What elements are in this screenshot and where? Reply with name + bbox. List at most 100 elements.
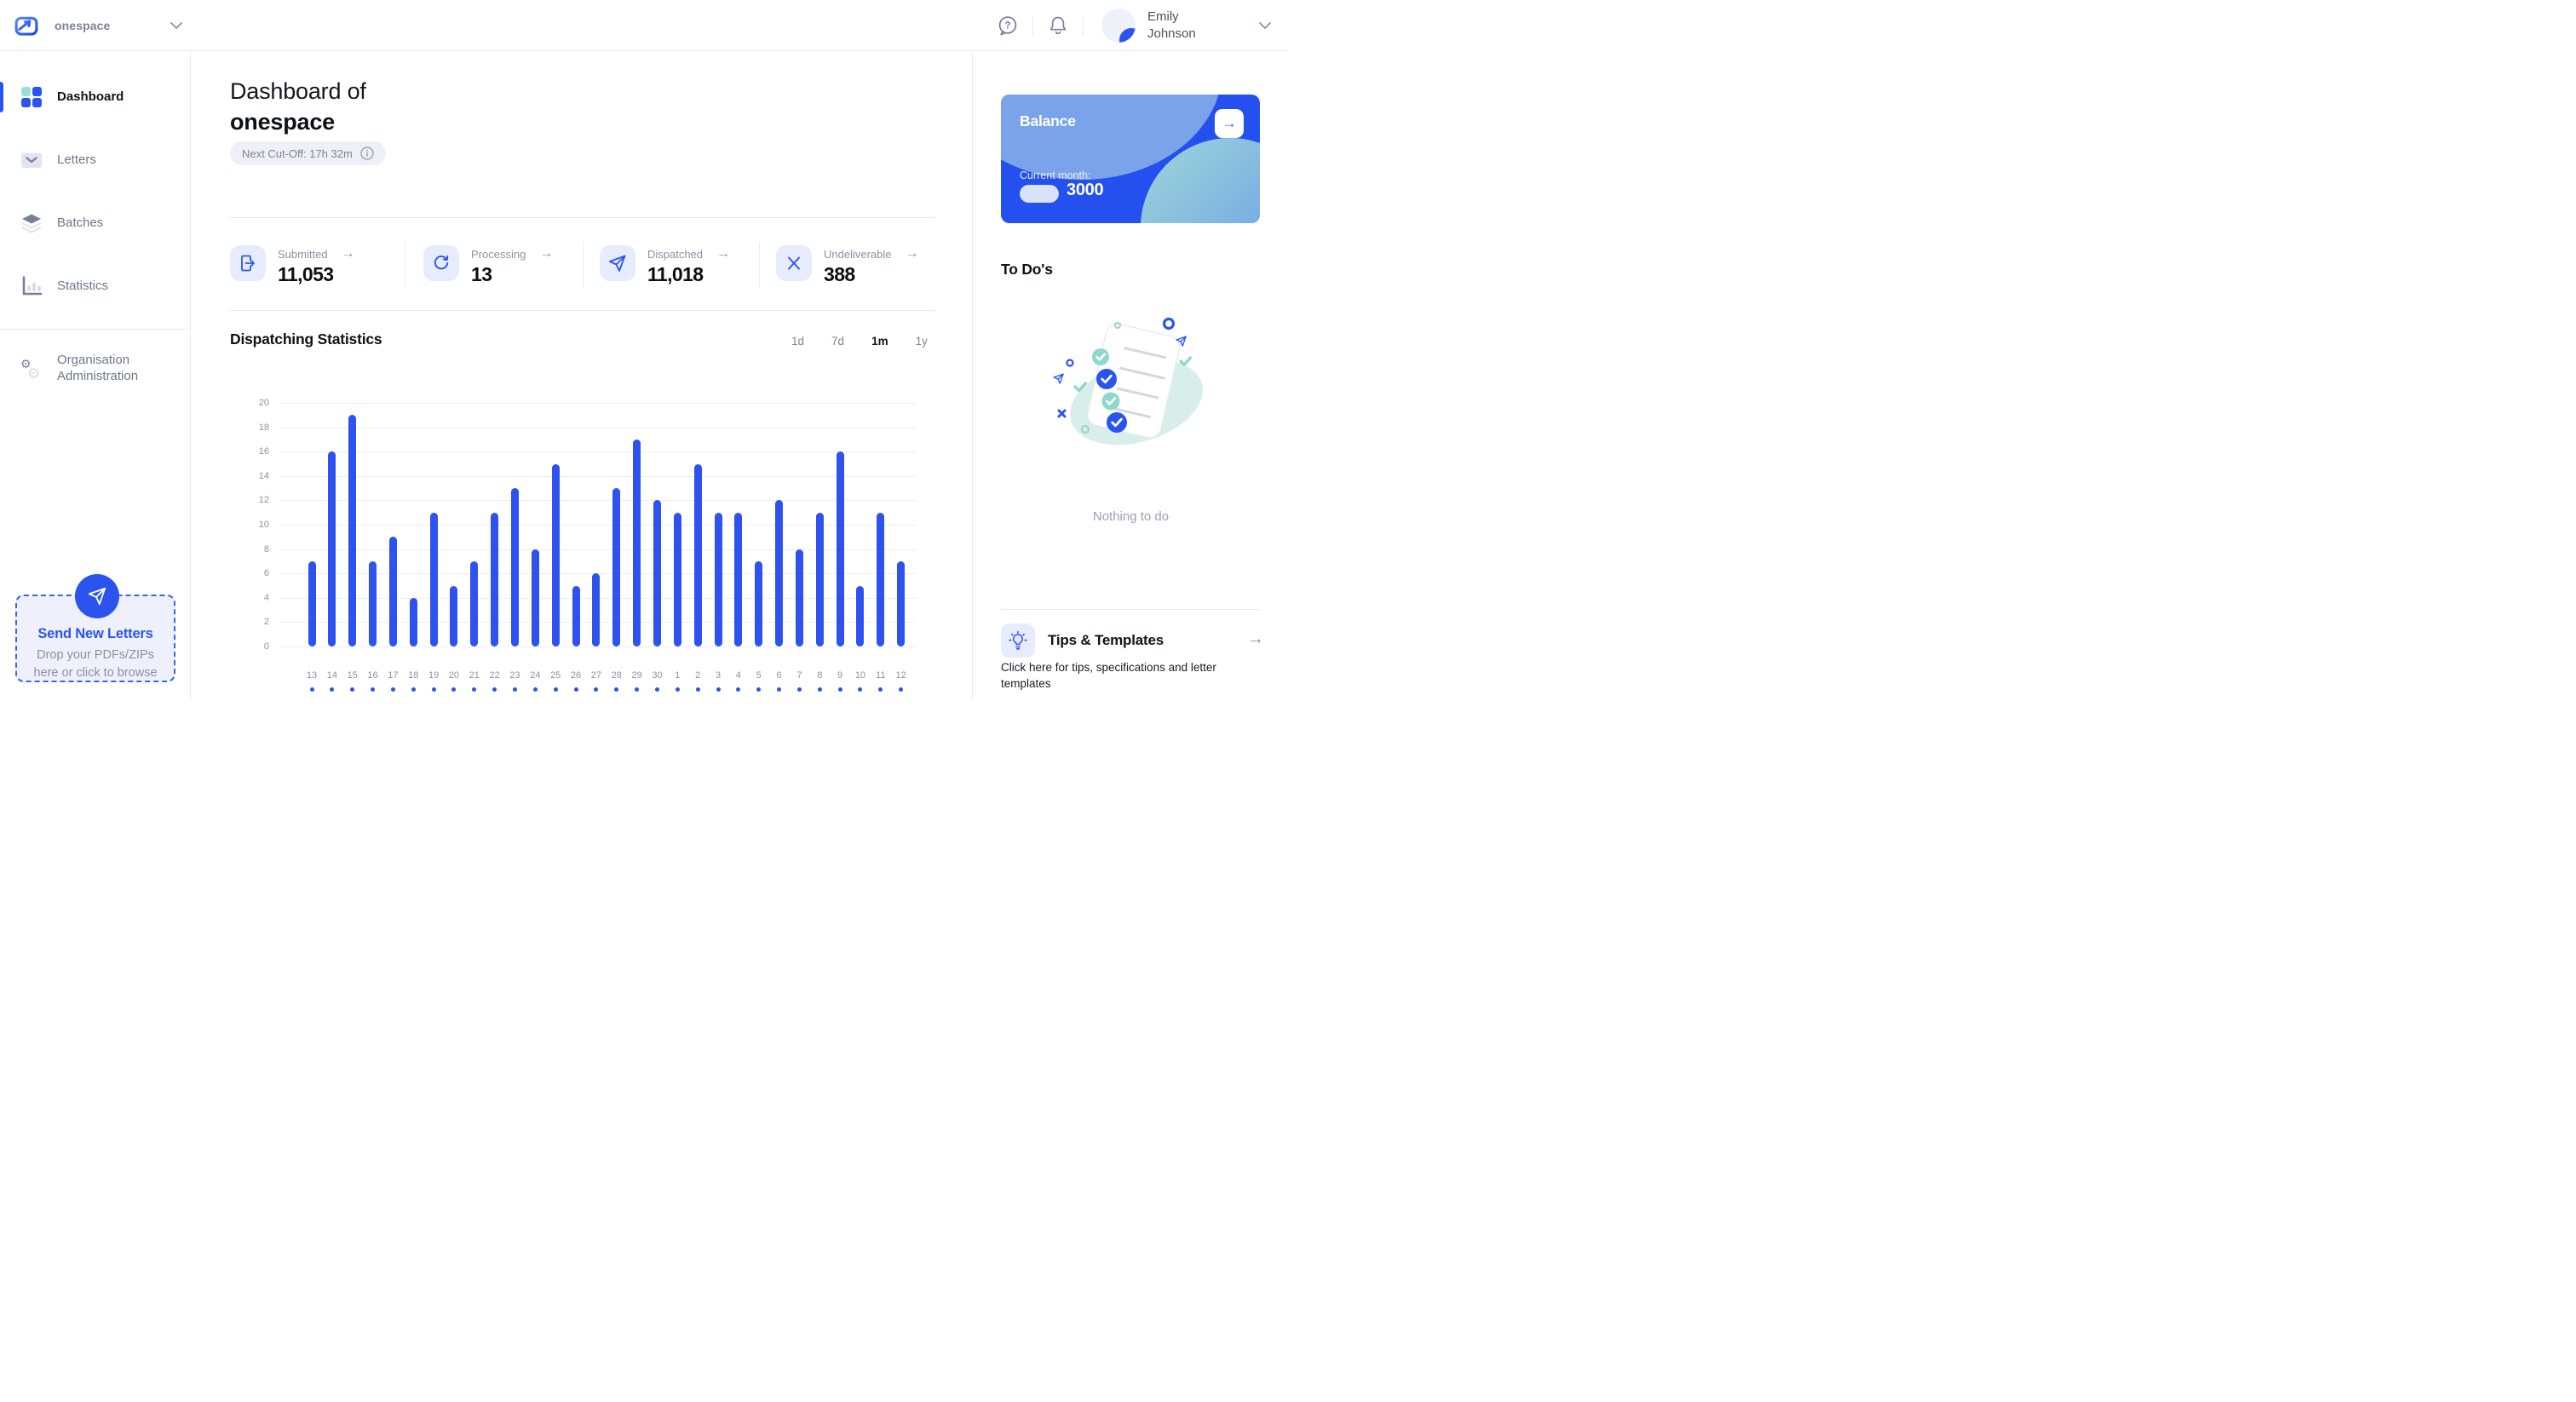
range-button-1m[interactable]: 1m — [871, 335, 888, 348]
sidebar-item-batches[interactable]: Batches — [0, 203, 190, 244]
chart-gridline — [279, 549, 916, 550]
range-button-1y[interactable]: 1y — [915, 335, 928, 348]
x-axis-dot[interactable] — [330, 687, 335, 692]
x-axis-dot[interactable] — [858, 687, 863, 692]
stat-submitted[interactable]: Submitted → 11,053 — [230, 245, 355, 286]
send-letters-dropzone[interactable]: Send New Letters Drop your PDFs/ZIPs her… — [15, 574, 175, 682]
x-axis-dot[interactable] — [411, 687, 416, 692]
stat-processing[interactable]: Processing → 13 — [423, 245, 553, 286]
stat-arrow-icon[interactable]: → — [905, 246, 919, 261]
x-axis-label: 27 — [590, 670, 602, 681]
sidebar-item-organisation-administration[interactable]: ⚙ ⚙ Organisation Administration — [0, 344, 190, 392]
balance-card[interactable]: Balance → Current month: 3000 — [1001, 95, 1260, 223]
x-axis-label: 25 — [550, 670, 561, 681]
x-mark-icon — [788, 256, 800, 270]
tips-title[interactable]: Tips & Templates — [1048, 632, 1164, 648]
stat-arrow-icon[interactable]: → — [539, 246, 554, 261]
x-axis-dot[interactable] — [594, 687, 599, 692]
chart-bar — [511, 488, 519, 646]
x-axis-dot[interactable] — [899, 687, 904, 692]
stat-icon-box — [776, 245, 812, 281]
stat-dispatched[interactable]: Dispatched → 11,018 — [600, 245, 730, 286]
x-axis-dot[interactable] — [451, 687, 457, 692]
sidebar-item-letters[interactable]: Letters — [0, 140, 190, 181]
x-axis-dot[interactable] — [532, 687, 538, 692]
y-axis-label: 10 — [258, 520, 269, 530]
chart-bar — [633, 439, 641, 646]
refresh-icon — [434, 255, 449, 270]
chart-bar — [815, 512, 824, 646]
topbar-divider — [1032, 16, 1033, 36]
x-axis-dot[interactable] — [371, 687, 376, 692]
x-axis-dot[interactable] — [777, 687, 782, 692]
page-title-organisation: onespace — [230, 109, 335, 135]
x-axis-dot[interactable] — [675, 687, 680, 692]
y-axis-label: 0 — [263, 641, 269, 652]
x-axis-dot[interactable] — [309, 687, 314, 692]
cutoff-badge: Next Cut-Off: 17h 32m — [230, 141, 386, 165]
range-button-1d[interactable]: 1d — [791, 335, 805, 348]
y-axis-label: 8 — [263, 543, 269, 554]
x-axis-dot[interactable] — [837, 687, 842, 692]
range-button-7d[interactable]: 7d — [831, 335, 845, 348]
x-axis-label: 13 — [306, 670, 318, 681]
stat-label: Dispatched — [647, 247, 704, 261]
x-axis-dot[interactable] — [635, 687, 640, 692]
chart-bar — [308, 560, 316, 646]
chart-bar — [348, 415, 357, 646]
x-axis-label: 22 — [489, 670, 500, 681]
x-axis-label: 15 — [347, 670, 358, 681]
x-axis-dot[interactable] — [472, 687, 477, 692]
x-axis-dot[interactable] — [695, 687, 700, 692]
x-axis-dot[interactable] — [513, 687, 517, 692]
org-chevron-down-icon[interactable] — [170, 22, 182, 30]
x-axis-dot[interactable] — [736, 687, 741, 692]
sidebar-item-dashboard[interactable]: Dashboard — [0, 77, 190, 118]
tips-icon-box[interactable] — [1001, 623, 1035, 658]
chart-bar — [551, 463, 560, 646]
x-axis-dot[interactable] — [553, 687, 558, 692]
stat-label: Submitted — [278, 247, 328, 261]
x-axis-dot[interactable] — [431, 687, 436, 692]
stat-undeliverable[interactable]: Undeliverable → 388 — [776, 245, 919, 286]
chart-bar — [693, 463, 702, 646]
bell-icon[interactable] — [1047, 14, 1069, 37]
stat-arrow-icon[interactable]: → — [341, 246, 355, 261]
help-icon[interactable]: ? — [997, 14, 1019, 37]
arrow-right-icon: → — [1222, 115, 1237, 131]
x-axis-label: 7 — [796, 670, 802, 681]
y-axis-label: 12 — [258, 495, 269, 506]
x-axis-label: 19 — [428, 670, 440, 681]
x-axis-dot[interactable] — [390, 687, 395, 692]
x-axis-dot[interactable] — [492, 687, 497, 692]
tips-arrow-icon[interactable]: → — [1247, 629, 1264, 648]
paper-plane-icon — [609, 255, 626, 272]
x-axis-dot[interactable] — [716, 687, 721, 692]
user-name[interactable]: Emily Johnson — [1147, 9, 1196, 41]
current-month-pill — [1020, 185, 1059, 203]
balance-arrow-button[interactable]: → — [1215, 109, 1244, 138]
x-axis-dot[interactable] — [878, 687, 883, 692]
x-axis-label: 26 — [570, 670, 582, 681]
sidebar: Dashboard Letters Batches Statistics — [0, 51, 191, 701]
stat-label: Undeliverable — [824, 247, 892, 261]
user-menu-chevron-icon[interactable] — [1259, 22, 1271, 30]
x-axis-dot[interactable] — [614, 687, 619, 692]
page-title-prefix: Dashboard of — [230, 78, 366, 104]
right-panel: Balance → Current month: 3000 To Do's No… — [972, 51, 1288, 701]
x-axis-label: 9 — [837, 670, 843, 681]
x-axis-dot[interactable] — [817, 687, 822, 692]
organisation-switcher-label[interactable]: onespace — [55, 19, 111, 32]
x-axis-dot[interactable] — [796, 687, 802, 692]
sidebar-item-statistics[interactable]: Statistics — [0, 266, 190, 307]
y-axis-label: 14 — [258, 470, 269, 481]
chart-bar — [897, 560, 906, 646]
x-axis-dot[interactable] — [573, 687, 578, 692]
user-avatar[interactable] — [1101, 9, 1136, 43]
x-axis-dot[interactable] — [654, 687, 659, 692]
dropzone-circle[interactable] — [75, 574, 119, 618]
x-axis-dot[interactable] — [350, 687, 355, 692]
x-axis-dot[interactable] — [756, 687, 762, 692]
info-icon[interactable] — [360, 147, 374, 160]
stat-arrow-icon[interactable]: → — [716, 246, 731, 261]
